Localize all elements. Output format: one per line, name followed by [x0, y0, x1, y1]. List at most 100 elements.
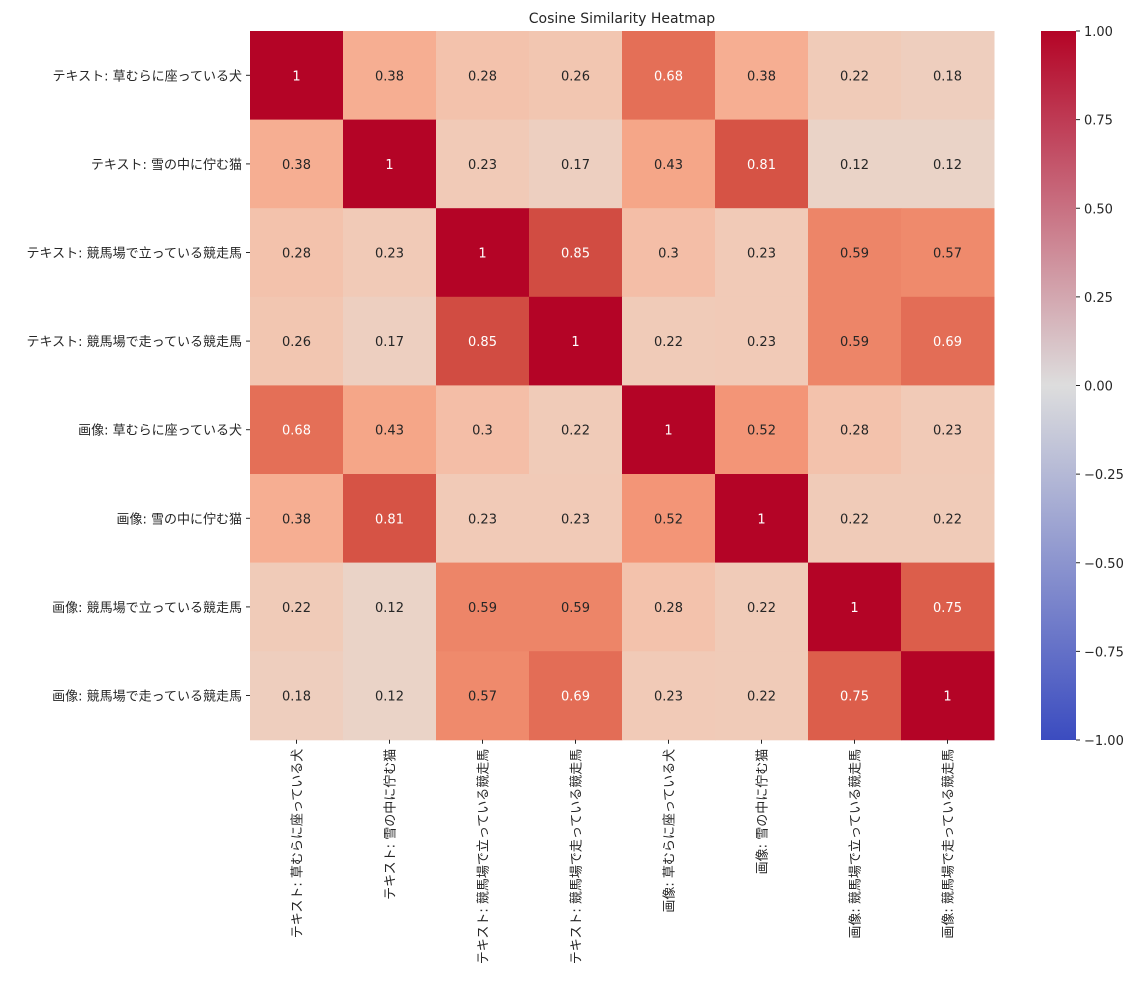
heatmap-cell: [808, 296, 902, 386]
heatmap-cell: [250, 651, 344, 741]
heatmap-cell: [529, 562, 623, 652]
heatmap-cell: [622, 296, 716, 386]
cell-value-label: 0.12: [375, 601, 404, 616]
y-tick-label: 画像: 雪の中に佇む猫: [116, 512, 242, 527]
colorbar: [1041, 31, 1076, 740]
heatmap-cell: [622, 31, 716, 121]
cell-value-label: 1: [571, 335, 579, 350]
cell-value-label: 0.3: [472, 424, 493, 439]
heatmap-cell: [622, 562, 716, 652]
heatmap-cell: [343, 562, 437, 652]
heatmap-cell: [808, 208, 902, 298]
heatmap-cell: [808, 651, 902, 741]
cell-value-label: 0.22: [747, 690, 776, 705]
heatmap-cell: [250, 385, 344, 475]
heatmap-cell: [529, 119, 623, 209]
cell-value-label: 0.59: [840, 247, 869, 262]
heatmap-cell: [901, 474, 995, 564]
cell-value-label: 0.23: [561, 512, 590, 527]
heatmap-cell: [436, 474, 530, 564]
cell-value-label: 0.59: [840, 335, 869, 350]
heatmap-cell: [715, 385, 809, 475]
colorbar-tick-label: 1.00: [1084, 25, 1113, 40]
heatmap-cell: [715, 296, 809, 386]
cell-value-label: 0.52: [747, 424, 776, 439]
cell-value-label: 1: [850, 601, 858, 616]
heatmap-cell: [250, 474, 344, 564]
x-tick-label: テキスト: 競馬場で立っている競走馬: [477, 749, 492, 964]
heatmap-cell: [343, 119, 437, 209]
colorbar-tick-label: 0.50: [1084, 202, 1113, 217]
cell-value-label: 0.59: [561, 601, 590, 616]
heatmap-cell: [436, 651, 530, 741]
cell-value-label: 0.68: [654, 69, 683, 84]
heatmap-cell: [529, 296, 623, 386]
cell-value-label: 0.22: [840, 69, 869, 84]
cell-value-label: 0.23: [654, 690, 683, 705]
cell-value-label: 1: [385, 158, 393, 173]
heatmap-cell: [250, 296, 344, 386]
colorbar-tick-label: −0.50: [1084, 557, 1124, 572]
cell-value-label: 0.69: [933, 335, 962, 350]
cell-value-label: 0.12: [840, 158, 869, 173]
cell-value-label: 0.75: [840, 690, 869, 705]
y-tick-label: 画像: 草むらに座っている犬: [78, 424, 242, 439]
cell-value-label: 0.23: [747, 335, 776, 350]
cell-value-label: 1: [478, 247, 486, 262]
cell-value-label: 0.43: [654, 158, 683, 173]
heatmap-cell: [622, 651, 716, 741]
cell-value-label: 0.22: [747, 601, 776, 616]
cell-value-label: 0.28: [468, 69, 497, 84]
heatmap-cell: [343, 651, 437, 741]
heatmap-cell: [436, 31, 530, 121]
cell-value-label: 1: [664, 424, 672, 439]
cell-value-label: 0.52: [654, 512, 683, 527]
heatmap-cell: [343, 474, 437, 564]
heatmap-cell: [715, 208, 809, 298]
cell-value-label: 0.38: [282, 158, 311, 173]
x-tick-label: テキスト: 草むらに座っている犬: [291, 749, 306, 938]
heatmap-cell: [343, 296, 437, 386]
heatmap-cells: [250, 31, 995, 741]
heatmap-cell: [715, 31, 809, 121]
cell-value-label: 0.17: [561, 158, 590, 173]
cell-value-label: 0.75: [933, 601, 962, 616]
heatmap-cell: [250, 31, 344, 121]
heatmap-cell: [715, 119, 809, 209]
x-tick-label: テキスト: 雪の中に佇む猫: [384, 749, 399, 900]
y-tick-label: 画像: 競馬場で走っている競走馬: [52, 690, 242, 705]
y-tick-label: テキスト: 雪の中に佇む猫: [91, 158, 242, 173]
heatmap-cell: [529, 474, 623, 564]
heatmap-cell: [901, 31, 995, 121]
colorbar-tick-label: −0.25: [1084, 468, 1124, 483]
cell-value-label: 0.26: [282, 335, 311, 350]
cell-value-label: 0.22: [654, 335, 683, 350]
y-tick-label: テキスト: 競馬場で走っている競走馬: [27, 335, 242, 350]
cell-value-label: 0.28: [282, 247, 311, 262]
cell-value-label: 0.22: [282, 601, 311, 616]
y-tick-label: テキスト: 草むらに座っている犬: [53, 69, 242, 84]
y-tick-label: 画像: 競馬場で立っている競走馬: [52, 601, 242, 616]
heatmap-cell: [529, 651, 623, 741]
heatmap-cell: [436, 296, 530, 386]
cell-value-label: 0.22: [840, 512, 869, 527]
cell-value-label: 0.85: [468, 335, 497, 350]
cell-value-label: 0.85: [561, 247, 590, 262]
heatmap-cell: [250, 562, 344, 652]
cell-value-label: 0.23: [933, 424, 962, 439]
heatmap-cell: [715, 474, 809, 564]
colorbar-tick-label: −0.75: [1084, 645, 1124, 660]
cell-value-label: 0.81: [375, 512, 404, 527]
cell-value-label: 0.57: [468, 690, 497, 705]
colorbar-ticks: 1.00 0.75 0.50 0.25 0.00 −0.25 −0.50 −0.75 −1.00: [1076, 25, 1124, 749]
cell-value-label: 0.22: [561, 424, 590, 439]
cell-value-label: 0.28: [654, 601, 683, 616]
heatmap-cell: [250, 119, 344, 209]
heatmap-cell: [901, 385, 995, 475]
cell-value-label: 0.22: [933, 512, 962, 527]
heatmap-cell: [436, 385, 530, 475]
cell-value-label: 0.81: [747, 158, 776, 173]
heatmap-cell: [436, 562, 530, 652]
